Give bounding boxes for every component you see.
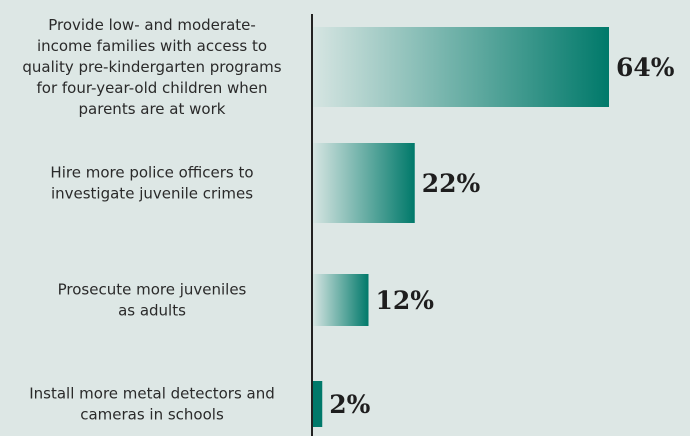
bar bbox=[313, 274, 369, 326]
bar bbox=[313, 381, 323, 427]
bars-group bbox=[313, 27, 609, 427]
value-label: 12% bbox=[376, 286, 435, 315]
bar bbox=[313, 27, 609, 107]
category-label: Hire more police officers to investigate … bbox=[50, 164, 253, 203]
value-label: 22% bbox=[422, 169, 481, 198]
category-labels-group: Provide low- and moderate-income familie… bbox=[22, 16, 281, 424]
bar bbox=[313, 143, 415, 223]
category-label: Install more metal detectors and cameras … bbox=[29, 385, 275, 424]
value-label: 64% bbox=[616, 53, 675, 82]
category-label: Provide low- and moderate-income familie… bbox=[22, 16, 281, 118]
category-label: Prosecute more juveniles as adults bbox=[58, 281, 247, 320]
value-label: 2% bbox=[329, 390, 370, 419]
value-labels-group: 64% 22% 12% 2% bbox=[329, 53, 675, 419]
